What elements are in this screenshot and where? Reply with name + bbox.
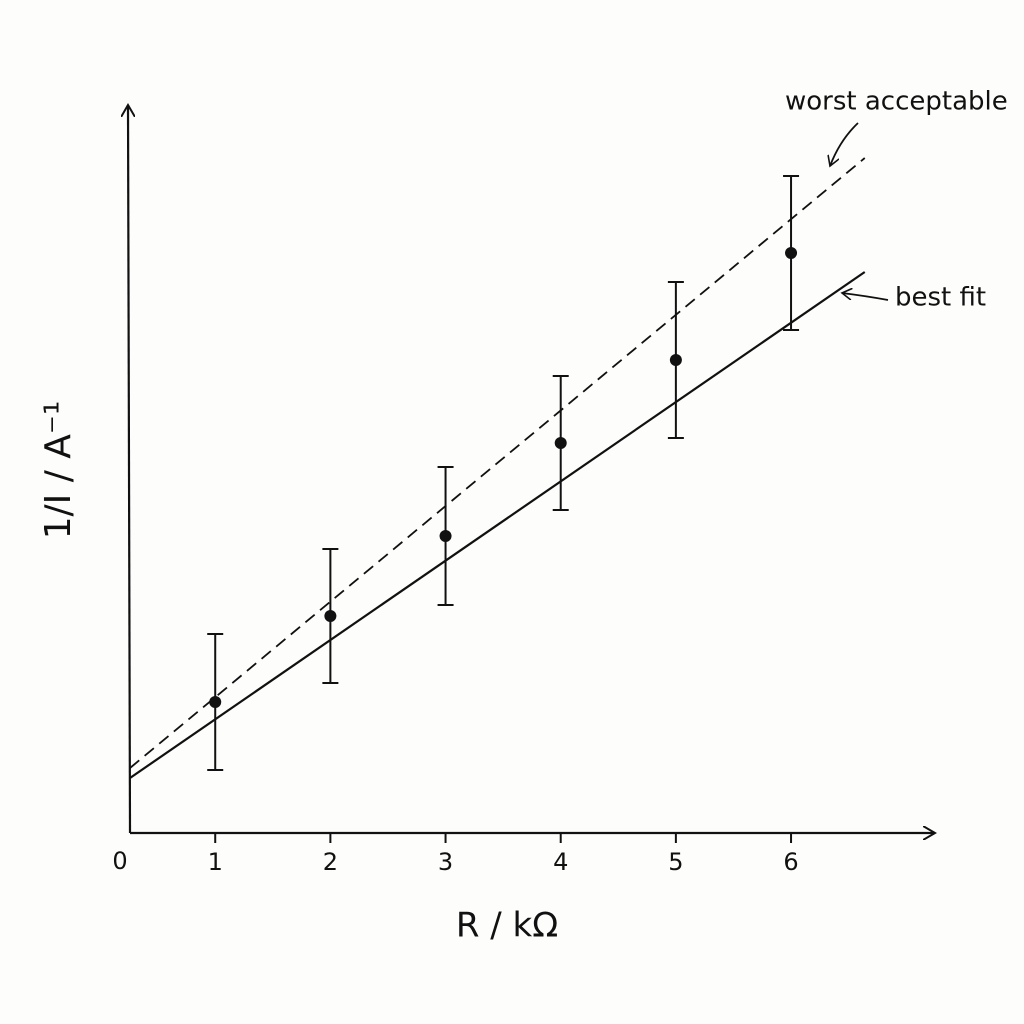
- annotation-arrow: [830, 122, 859, 166]
- y-axis-label: 1/I / A⁻¹: [38, 401, 79, 540]
- data-point: [209, 696, 222, 708]
- line-label: best fit: [895, 283, 986, 313]
- fit-line: [129, 271, 866, 779]
- x-tick-label: 2: [323, 848, 338, 876]
- fit-line: [129, 157, 866, 769]
- annotation-arrow: [842, 293, 889, 301]
- data-point: [785, 247, 798, 259]
- line-label: worst acceptable: [785, 87, 1008, 117]
- x-tick-label: 3: [438, 848, 453, 876]
- x-axis-label: R / kΩ: [456, 906, 558, 946]
- x-tick-label: 5: [668, 848, 683, 876]
- y-axis: [128, 105, 130, 834]
- origin-label: 0: [112, 847, 127, 875]
- data-point: [439, 530, 452, 542]
- data-point: [554, 437, 567, 449]
- x-tick-label: 4: [553, 848, 568, 876]
- x-tick-label: 1: [208, 848, 223, 876]
- data-point: [669, 354, 682, 366]
- x-tick-label: 6: [783, 848, 798, 876]
- data-point: [324, 610, 337, 622]
